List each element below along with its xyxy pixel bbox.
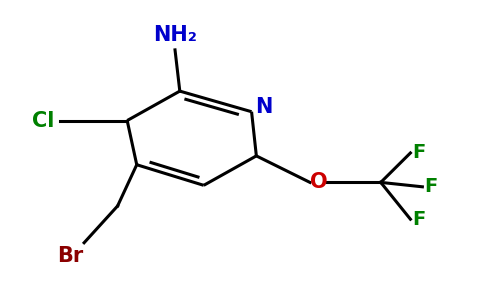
Text: NH₂: NH₂ xyxy=(153,25,197,45)
Text: F: F xyxy=(412,210,425,229)
Text: F: F xyxy=(424,177,438,196)
Text: Br: Br xyxy=(57,246,83,266)
Text: N: N xyxy=(255,97,272,117)
Text: F: F xyxy=(412,143,425,162)
Text: O: O xyxy=(310,172,327,192)
Text: Cl: Cl xyxy=(32,111,55,130)
